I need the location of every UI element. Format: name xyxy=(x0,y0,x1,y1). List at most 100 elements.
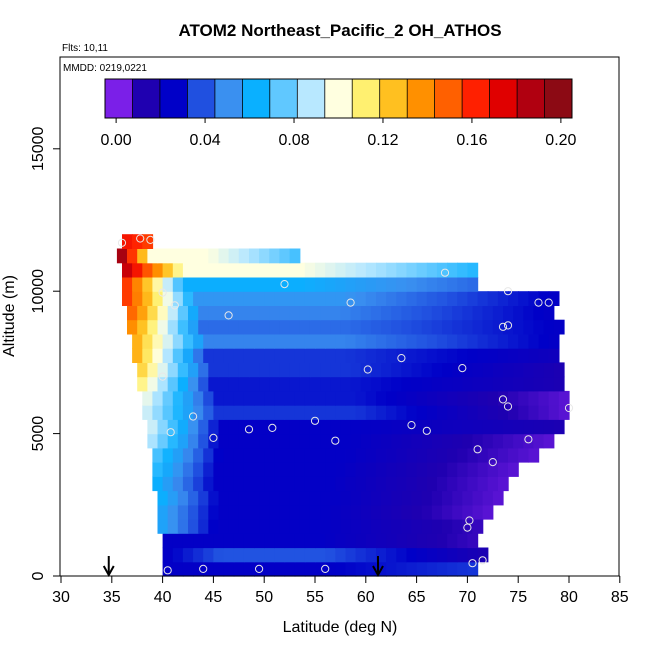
heatmap-cell xyxy=(558,390,570,406)
heatmap-cell xyxy=(330,519,341,534)
heatmap-cell xyxy=(320,419,331,435)
heatmap-cell xyxy=(386,547,397,563)
latitude-markers xyxy=(102,556,384,578)
latitude-marker-arrowhead xyxy=(102,565,115,578)
sample-point xyxy=(407,421,416,430)
heatmap-cell xyxy=(172,447,184,463)
heatmap-cell xyxy=(487,476,499,492)
heatmap-cell xyxy=(477,547,489,563)
heatmap-cell xyxy=(355,447,367,463)
heatmap-cell xyxy=(254,348,265,363)
heatmap-cell xyxy=(218,248,230,264)
heatmap-cell xyxy=(162,390,174,406)
heatmap-cell xyxy=(127,248,138,264)
heatmap-cell xyxy=(243,348,255,363)
heatmap-cell xyxy=(365,547,377,563)
heatmap-cell xyxy=(182,476,194,492)
heatmap-cell xyxy=(391,376,402,392)
heatmap-cell xyxy=(177,248,189,264)
heatmap-cell xyxy=(533,362,545,378)
heatmap-cell xyxy=(233,262,245,278)
heatmap-cell xyxy=(330,362,341,378)
heatmap-cell xyxy=(436,447,448,463)
heatmap-cell xyxy=(233,447,245,463)
x-tick-label: 30 xyxy=(52,589,70,606)
heatmap-cell xyxy=(254,390,265,406)
heatmap-cell xyxy=(381,519,392,534)
heatmap-cell xyxy=(162,561,174,577)
heatmap-cell xyxy=(289,419,301,435)
heatmap-cell xyxy=(259,433,270,449)
heatmap-cell xyxy=(355,405,367,420)
heatmap-cell xyxy=(406,333,418,349)
heatmap-cell xyxy=(482,504,494,520)
heatmap-cell xyxy=(376,405,387,420)
heatmap-cell xyxy=(533,419,545,435)
heatmap-cell xyxy=(223,348,235,363)
heatmap-cell xyxy=(391,319,402,335)
heatmap-cell xyxy=(503,433,514,449)
heatmap-cell xyxy=(467,348,479,363)
heatmap-cell xyxy=(203,390,214,406)
heatmap-cell xyxy=(193,476,204,492)
heatmap-cell xyxy=(518,291,529,306)
sample-point xyxy=(363,365,372,374)
heatmap-cell xyxy=(477,405,489,420)
heatmap-cell xyxy=(264,447,275,463)
heatmap-cell xyxy=(452,305,463,321)
heatmap-cell xyxy=(264,547,275,563)
heatmap-cell xyxy=(320,305,331,321)
heatmap-cell xyxy=(228,490,240,506)
heatmap-cell xyxy=(477,291,489,306)
heatmap-cell xyxy=(294,390,306,406)
heatmap-cell xyxy=(238,362,250,378)
heatmap-cell xyxy=(304,561,316,577)
sample-points xyxy=(117,234,574,575)
heatmap-cell xyxy=(172,291,184,306)
heatmap-cell xyxy=(431,362,443,378)
heatmap-cell xyxy=(421,490,433,506)
heatmap-cell xyxy=(249,376,260,392)
heatmap-cell xyxy=(411,305,423,321)
heatmap-cell xyxy=(213,447,225,463)
heatmap-cell xyxy=(406,277,418,292)
heatmap-cell xyxy=(142,291,154,306)
heatmap-cell xyxy=(188,319,199,335)
heatmap-cell xyxy=(162,462,174,477)
heatmap-cell xyxy=(452,376,463,392)
heatmap-cell xyxy=(259,305,270,321)
heatmap-cell xyxy=(304,447,316,463)
heatmap-cell xyxy=(553,362,565,378)
heatmap-cell xyxy=(223,533,235,549)
colorbar-segment xyxy=(324,79,353,118)
heatmap-cell xyxy=(406,547,418,563)
heatmap-cell xyxy=(294,405,306,420)
heatmap-cell xyxy=(218,319,230,335)
heatmap-cell xyxy=(472,490,484,506)
colorbar-segment xyxy=(132,79,161,118)
heatmap-cell xyxy=(431,433,443,449)
heatmap-cell xyxy=(386,561,397,577)
heatmap-cell xyxy=(198,376,209,392)
heatmap-cell xyxy=(416,533,428,549)
heatmap-cell xyxy=(254,462,265,477)
heatmap-cell xyxy=(335,262,347,278)
heatmap-cell xyxy=(162,476,174,492)
heatmap-cell xyxy=(518,348,529,363)
heatmap-cell xyxy=(436,561,448,577)
heatmap-cell xyxy=(436,533,448,549)
heatmap-cell xyxy=(274,390,286,406)
heatmap-cell xyxy=(259,248,270,264)
heatmap-cell xyxy=(442,490,453,506)
heatmap-cell xyxy=(421,376,433,392)
heatmap-cell xyxy=(264,277,275,292)
heatmap-cell xyxy=(335,462,347,477)
heatmap-cell xyxy=(218,519,230,534)
heatmap-cell xyxy=(477,390,489,406)
heatmap-cell xyxy=(269,362,281,378)
heatmap-cell xyxy=(416,291,428,306)
heatmap-cell xyxy=(193,462,204,477)
heatmap-cell xyxy=(238,248,250,264)
heatmap-cell xyxy=(203,561,214,577)
sample-point xyxy=(117,238,127,247)
